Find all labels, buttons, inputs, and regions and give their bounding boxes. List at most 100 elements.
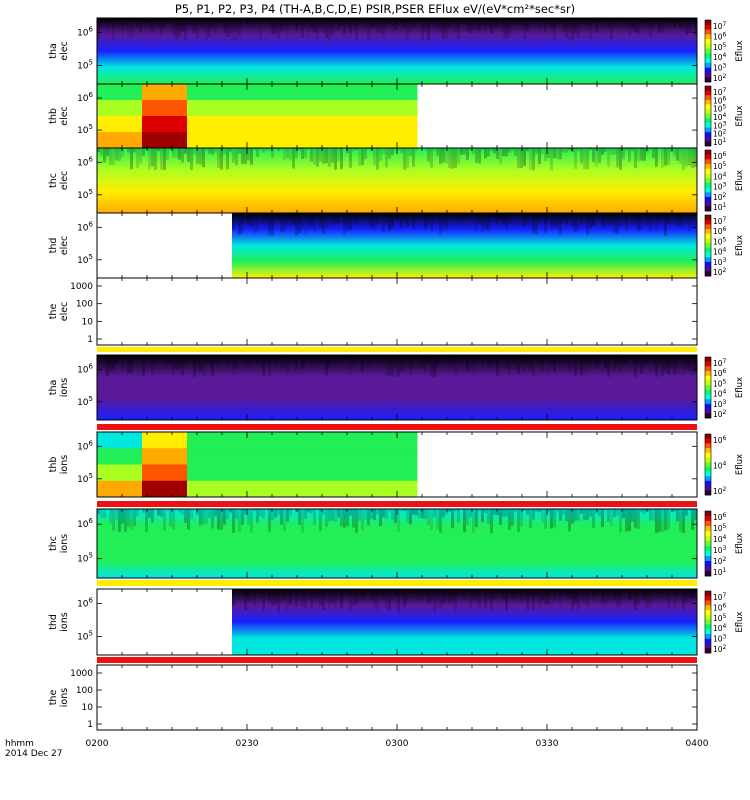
spectrogram-column	[202, 509, 205, 525]
spectrogram-fill	[232, 589, 697, 655]
spectrogram-column	[604, 509, 607, 511]
spectrogram-column	[571, 213, 574, 227]
spectrogram-column	[382, 589, 385, 600]
spectrogram-column	[667, 509, 670, 530]
spectrogram-column	[97, 148, 100, 153]
spectrogram-column	[406, 18, 409, 41]
spectrogram-column	[592, 589, 595, 602]
spectrogram-column	[625, 213, 628, 231]
spectrogram-column	[292, 355, 295, 364]
spectrogram-column	[388, 355, 391, 377]
spectrogram-column	[505, 213, 508, 230]
spectrogram-column	[280, 18, 283, 32]
spectrogram-column	[661, 213, 664, 217]
spectrogram-column	[253, 509, 256, 511]
spectrogram-column	[286, 18, 289, 38]
spectrogram-column	[364, 509, 367, 520]
spectrogram-column	[364, 589, 367, 598]
y-tick-exponent: 5	[89, 630, 93, 638]
spectrogram-column	[292, 18, 295, 24]
spectrogram-column	[505, 18, 508, 39]
spectrogram-column	[193, 355, 196, 378]
spectrogram-column	[199, 148, 202, 165]
spectrogram-column	[274, 509, 277, 518]
spectrogram-column	[544, 509, 547, 529]
spectrogram-column	[589, 213, 592, 229]
spectrogram-column	[601, 148, 604, 155]
spectrogram-column	[97, 18, 100, 40]
spectrogram-column	[679, 148, 682, 164]
spectrogram-column	[508, 509, 511, 530]
spectrogram-column	[184, 509, 187, 524]
spectrogram-column	[364, 213, 367, 216]
colorbar-tick-exponent: 6	[723, 435, 727, 442]
spectrogram-column	[496, 509, 499, 515]
spectrogram-column	[562, 355, 565, 363]
spectrogram-column	[646, 18, 649, 27]
colorbar-segment	[705, 633, 711, 640]
spectrogram-column	[544, 355, 547, 358]
spectrogram-column	[436, 148, 439, 157]
spectrogram-column	[376, 213, 379, 225]
spectrogram-column	[526, 509, 529, 516]
colorbar-tick-exponent: 6	[723, 226, 727, 233]
spectrogram-column	[382, 509, 385, 518]
spectrogram-column	[637, 213, 640, 231]
spectrogram-column	[391, 213, 394, 229]
colorbar-segment	[705, 261, 711, 268]
spectrogram-column	[481, 213, 484, 234]
y-tick-exponent: 5	[89, 188, 93, 196]
spectrogram-column	[316, 509, 319, 511]
spectrogram-column	[196, 509, 199, 515]
spectrogram-column	[394, 18, 397, 30]
spectrogram-block	[97, 84, 143, 101]
spectrogram-column	[385, 213, 388, 223]
panel-thd-elec: thd elec Eflux	[48, 212, 745, 279]
spectrogram-column	[454, 213, 457, 219]
spectrogram-column	[205, 509, 208, 524]
colorbar-segment	[705, 154, 711, 160]
y-tick-label: 106	[77, 362, 93, 375]
colorbar-segment	[705, 434, 711, 440]
spectrogram-column	[436, 18, 439, 29]
spectrogram-column	[181, 509, 184, 515]
spectrogram-column	[196, 148, 199, 165]
spectrogram-fill	[97, 148, 697, 213]
spectrogram-column	[622, 18, 625, 25]
spectrogram-column	[277, 355, 280, 362]
x-tick-label: 0230	[236, 739, 259, 749]
spectrogram-column	[277, 148, 280, 151]
spectrogram-column	[637, 589, 640, 606]
spectrogram-column	[346, 148, 349, 154]
colorbar-tick-label: 101	[713, 137, 727, 147]
spectrogram-column	[553, 509, 556, 528]
spectrogram-column	[307, 509, 310, 513]
spectrogram-block	[142, 100, 188, 117]
spectrogram-column	[547, 213, 550, 215]
panel-thb-ions: thb ions Eflux	[48, 431, 745, 498]
spectrogram-column	[391, 589, 394, 601]
spectrogram-column	[433, 18, 436, 23]
y-tick-label: 10	[82, 317, 94, 327]
spectrogram-column	[574, 589, 577, 605]
spectrogram-column	[628, 148, 631, 162]
spectrogram-column	[433, 589, 436, 613]
colorbar-frame	[704, 433, 712, 496]
spectrogram-column	[301, 18, 304, 38]
spectrogram-column	[463, 18, 466, 21]
spectrogram-column	[295, 148, 298, 159]
spectrogram-column	[181, 355, 184, 376]
spectrogram-column	[439, 509, 442, 533]
panel-ylabel: ions	[59, 455, 70, 474]
spectrogram-block	[142, 132, 188, 149]
spectrogram-column	[400, 355, 403, 373]
spectrogram-column	[268, 589, 271, 603]
spectrogram-column	[271, 509, 274, 521]
colorbar-tick-label: 102	[713, 409, 727, 419]
spectrogram-column	[418, 589, 421, 602]
colorbar-tick-label: 104	[713, 461, 727, 471]
spectrogram-column	[670, 18, 673, 24]
spectrogram-column	[307, 18, 310, 38]
panel-ylabel: thb	[48, 457, 59, 473]
colorbar-segment	[705, 624, 711, 630]
